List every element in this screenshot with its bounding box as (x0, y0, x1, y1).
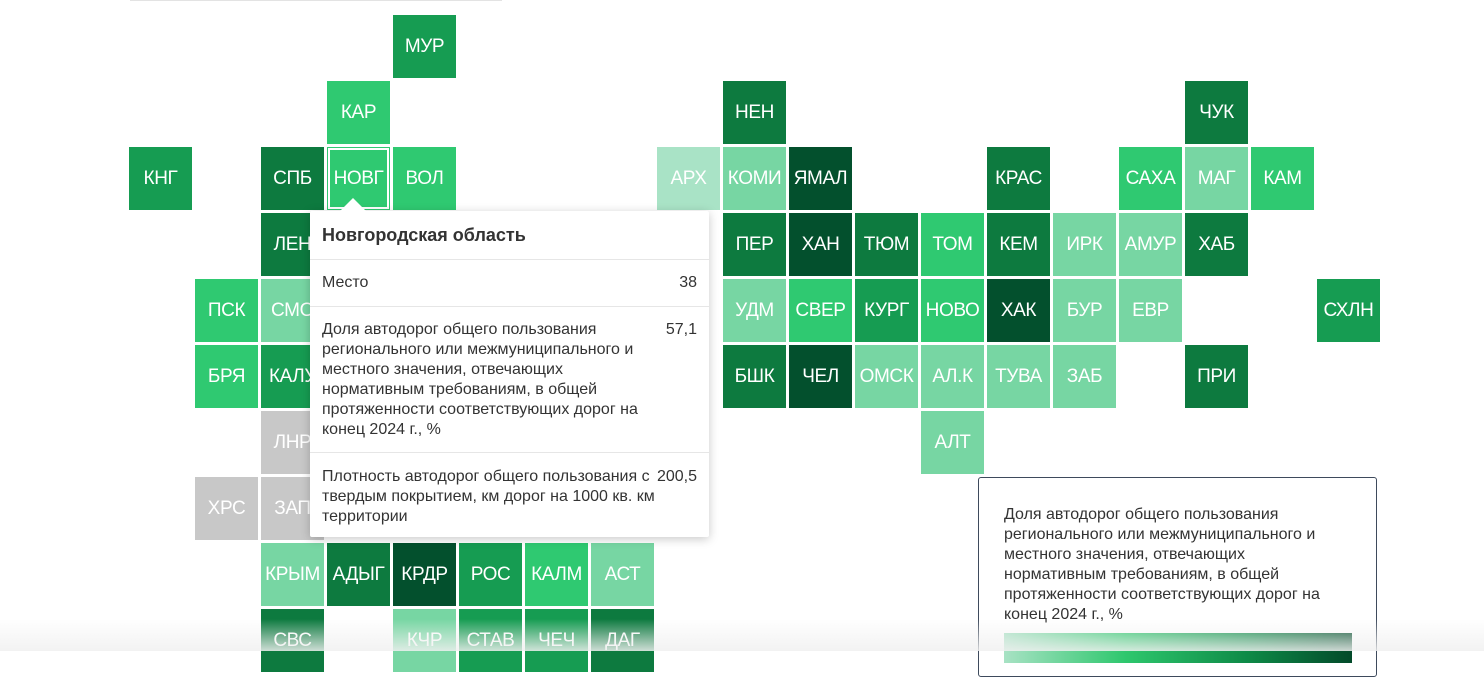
region-tile-pri[interactable]: ПРИ (1185, 345, 1248, 408)
region-tile-kchr[interactable]: КЧР (393, 609, 456, 672)
tooltip-label: Место (322, 274, 369, 291)
tooltip-value: 38 (679, 274, 697, 291)
region-tile-mur[interactable]: МУР (393, 15, 456, 78)
tooltip-pointer (340, 198, 366, 211)
region-tile-arh[interactable]: АРХ (657, 147, 720, 210)
tooltip-title: Новгородская область (310, 211, 709, 260)
legend-title: Доля автодорог общего пользования регион… (1004, 506, 1320, 623)
region-tile-evr[interactable]: ЕВР (1119, 279, 1182, 342)
region-tile-novo[interactable]: НОВО (921, 279, 984, 342)
region-tile-amur[interactable]: АМУР (1119, 213, 1182, 276)
region-tile-tom[interactable]: ТОМ (921, 213, 984, 276)
region-tile-han[interactable]: ХАН (789, 213, 852, 276)
region-tile-saha[interactable]: САХА (1119, 147, 1182, 210)
region-tile-hak[interactable]: ХАК (987, 279, 1050, 342)
region-tile-psk[interactable]: ПСК (195, 279, 258, 342)
region-tile-svs[interactable]: СВС (261, 609, 324, 672)
region-tile-kng[interactable]: КНГ (129, 147, 192, 210)
region-tile-yamal[interactable]: ЯМАЛ (789, 147, 852, 210)
region-tile-chuk[interactable]: ЧУК (1185, 81, 1248, 144)
region-tile-kar[interactable]: КАР (327, 81, 390, 144)
region-tile-kam[interactable]: КАМ (1251, 147, 1314, 210)
region-tile-alt[interactable]: АЛТ (921, 411, 984, 474)
tooltip-value: 57,1 (665, 321, 697, 338)
region-tile-chel[interactable]: ЧЕЛ (789, 345, 852, 408)
region-tile-irk[interactable]: ИРК (1053, 213, 1116, 276)
region-tile-alk[interactable]: АЛ.К (921, 345, 984, 408)
region-tile-komi[interactable]: КОМИ (723, 147, 786, 210)
region-tile-stav[interactable]: СТАВ (459, 609, 522, 672)
region-tile-zab[interactable]: ЗАБ (1053, 345, 1116, 408)
region-tile-vol[interactable]: ВОЛ (393, 147, 456, 210)
region-tile-ros[interactable]: РОС (459, 543, 522, 606)
region-tile-krym[interactable]: КРЫМ (261, 543, 324, 606)
region-tile-bshk[interactable]: БШК (723, 345, 786, 408)
tooltip-row-share: Доля автодорог общего пользования регион… (310, 307, 709, 453)
region-tile-udm[interactable]: УДМ (723, 279, 786, 342)
tooltip-value: 200,5 (656, 468, 697, 485)
region-tile-kras[interactable]: КРАС (987, 147, 1050, 210)
region-tile-hab[interactable]: ХАБ (1185, 213, 1248, 276)
region-tile-spb[interactable]: СПБ (261, 147, 324, 210)
region-tile-kurg[interactable]: КУРГ (855, 279, 918, 342)
region-tile-ast[interactable]: АСТ (591, 543, 654, 606)
region-tile-kem[interactable]: КЕМ (987, 213, 1050, 276)
tooltip-row-density: Плотность автодорог общего пользования с… (310, 453, 709, 537)
region-tile-adyg[interactable]: АДЫГ (327, 543, 390, 606)
region-tile-chech[interactable]: ЧЕЧ (525, 609, 588, 672)
region-tile-tuva[interactable]: ТУВА (987, 345, 1050, 408)
region-tile-brya[interactable]: БРЯ (195, 345, 258, 408)
region-tile-mag[interactable]: МАГ (1185, 147, 1248, 210)
tooltip-label: Плотность автодорог общего пользования с… (322, 468, 655, 525)
region-tile-hrs[interactable]: ХРС (195, 477, 258, 540)
region-tile-krdr[interactable]: КРДР (393, 543, 456, 606)
region-tile-per[interactable]: ПЕР (723, 213, 786, 276)
region-tile-kalm[interactable]: КАЛМ (525, 543, 588, 606)
region-tile-sver[interactable]: СВЕР (789, 279, 852, 342)
map-legend: Доля автодорог общего пользования регион… (978, 477, 1377, 677)
region-tooltip: Новгородская область Место 38 Доля автод… (310, 198, 709, 537)
legend-color-scale (1004, 633, 1352, 663)
region-tile-omsk[interactable]: ОМСК (855, 345, 918, 408)
region-tile-dag[interactable]: ДАГ (591, 609, 654, 672)
tooltip-row-rank: Место 38 (310, 260, 709, 307)
top-divider (130, 0, 502, 1)
region-tile-nen[interactable]: НЕН (723, 81, 786, 144)
region-tile-tyum[interactable]: ТЮМ (855, 213, 918, 276)
region-tile-bur[interactable]: БУР (1053, 279, 1116, 342)
tooltip-label: Доля автодорог общего пользования регион… (322, 321, 638, 438)
region-tile-shln[interactable]: СХЛН (1317, 279, 1380, 342)
